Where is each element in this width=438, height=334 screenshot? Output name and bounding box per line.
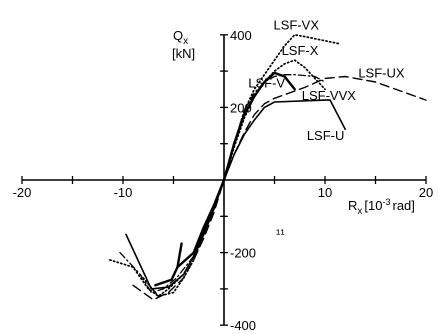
series-line-lsf-ux [132,75,427,301]
series-label-lsf-vx: LSF-VX [273,17,319,32]
series-label-lsf-vvx: LSF-VVX [302,88,357,103]
series-line-lsf-x [142,59,326,298]
x-tick-label: 20 [419,185,433,200]
x-tick-label: 10 [318,185,332,200]
x-axis-label-unit-end: rad] [392,198,414,213]
x-axis-label-sub: x [357,206,362,217]
y-axis-unit: [kN] [172,46,195,61]
y-axis-label: Qx [173,28,188,47]
series-label-lsf-ux: LSF-UX [358,66,405,81]
y-tick-label: 400 [230,28,252,43]
y-axis-label-main: Q [173,28,183,43]
series-line-lsf-u [125,99,346,290]
x-axis-label-exp: -3 [382,197,390,207]
series-line-lsf-vx [109,33,341,298]
series-layer [109,33,427,301]
y-axis-label-sub: x [183,36,188,47]
x-tick-label: -20 [13,185,32,200]
x-axis-label: Rx [10-3 rad] [348,197,415,217]
x-tick-label: -10 [114,185,133,200]
y-tick-label: -200 [230,246,256,261]
series-label-lsf-x: LSF-X [282,43,319,58]
series-label-lsf-u: LSF-U [307,128,345,143]
x-axis-label-main: R [348,198,357,213]
y-tick-label: -400 [230,318,256,333]
x-axis-label-unit: [10 [364,198,382,213]
series-label-lsf-v: LSF-V [248,75,285,90]
stray-mark: ¹¹ [276,226,285,241]
